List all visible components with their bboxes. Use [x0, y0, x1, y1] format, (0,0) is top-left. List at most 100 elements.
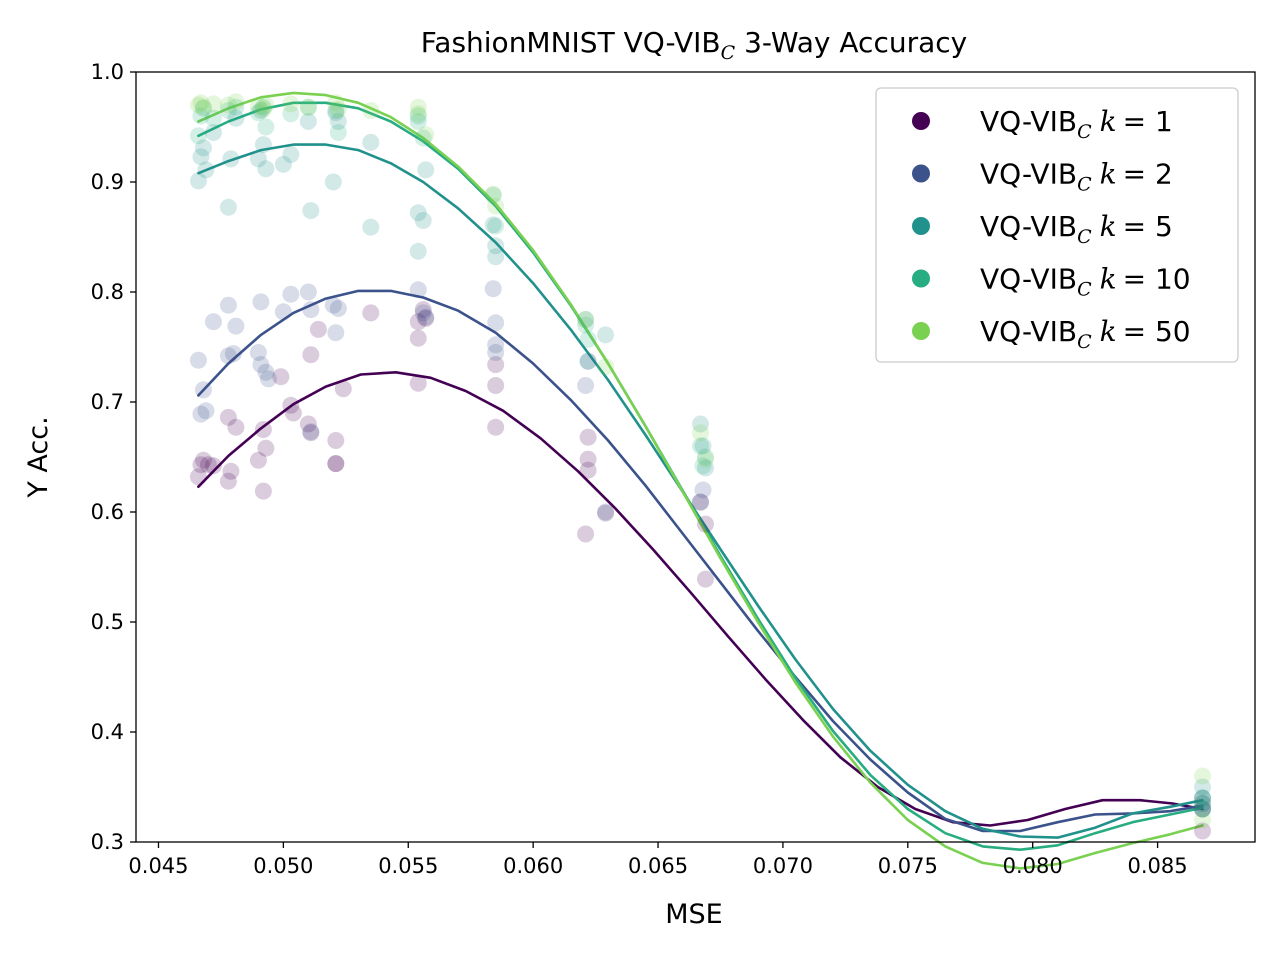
legend-marker-k1	[912, 112, 930, 130]
scatter-point-k5	[192, 148, 210, 166]
scatter-point-k2	[302, 423, 320, 441]
scatter-point-k10	[484, 186, 502, 204]
scatter-point-k2	[252, 356, 270, 374]
scatter-point-k10	[254, 98, 272, 116]
scatter-point-k5	[252, 102, 270, 119]
scatter-point-k5	[487, 248, 505, 266]
scatter-point-k2	[577, 377, 595, 394]
scatter-point-k5	[222, 150, 240, 168]
scatter-point-k2	[249, 344, 267, 361]
scatter-point-k2	[197, 402, 215, 420]
scatter-point-k10	[227, 98, 245, 116]
scatter-point-k1	[579, 461, 597, 479]
scatter-point-k2	[204, 313, 222, 331]
scatter-point-k1	[302, 424, 320, 442]
scatter-point-k5	[691, 415, 709, 433]
scatter-point-k10	[299, 98, 317, 116]
scatter-point-k10	[694, 457, 712, 475]
scatter-point-k10	[1194, 800, 1212, 818]
x-axis-label: MSE	[665, 899, 723, 930]
x-tick-label: 0.080	[1003, 854, 1063, 878]
scatter-point-k1	[487, 377, 505, 394]
scatter-point-k50	[597, 358, 615, 376]
scatter-point-k5	[417, 161, 435, 179]
scatter-point-k1	[204, 457, 222, 475]
scatter-point-k1	[327, 455, 345, 473]
scatter-point-k5	[324, 173, 342, 191]
scatter-point-k5	[409, 204, 427, 222]
x-tick-label: 0.055	[378, 854, 438, 878]
y-tick-label: 0.6	[91, 500, 124, 524]
scatter-point-k5	[362, 218, 380, 236]
y-tick-label: 1.0	[91, 60, 124, 84]
y-tick-label: 0.5	[91, 610, 124, 634]
scatter-point-k1	[579, 450, 597, 468]
scatter-point-k1	[192, 456, 210, 474]
scatter-point-k5	[274, 155, 292, 173]
scatter-point-k2	[487, 314, 505, 332]
scatter-point-k50	[189, 96, 207, 114]
scatter-point-k1	[227, 418, 245, 436]
scatter-points	[189, 93, 1212, 840]
fit-lines	[197, 91, 1204, 870]
scatter-point-k2	[302, 301, 320, 319]
scatter-point-k1	[302, 346, 320, 364]
x-tick-label: 0.075	[878, 854, 938, 878]
scatter-point-k10	[691, 437, 709, 455]
scatter-point-k10	[189, 127, 207, 145]
scatter-point-k2	[484, 280, 502, 298]
scatter-point-k5	[197, 161, 215, 179]
fit-line-k50	[197, 91, 1204, 870]
scatter-point-k50	[577, 311, 595, 328]
scatter-point-k10	[282, 105, 300, 123]
scatter-point-k5	[219, 198, 237, 216]
scatter-point-k1	[282, 396, 300, 414]
scatter-point-k2	[324, 296, 342, 314]
legend: VQ-VIBC k = 1 VQ-VIBC k = 2 VQ-VIBC k = 5 VQ-VIBC…	[875, 87, 1239, 363]
scatter-point-k2	[299, 283, 317, 301]
scatter-point-k1	[327, 455, 345, 473]
scatter-point-k5	[282, 146, 300, 163]
scatter-point-k10	[329, 124, 347, 141]
scatter-point-k5	[1194, 778, 1212, 796]
scatter-point-k50	[362, 102, 380, 119]
scatter-point-k5	[204, 124, 222, 141]
scatter-point-k10	[204, 109, 222, 127]
scatter-point-k50	[194, 98, 212, 116]
scatter-point-k10	[409, 107, 427, 125]
y-axis-label: Y Acc.	[23, 416, 54, 498]
scatter-point-k1	[189, 468, 207, 486]
scatter-point-k1	[487, 418, 505, 436]
legend-label-k50: VQ-VIBC k = 50	[980, 315, 1191, 353]
scatter-point-k50	[484, 185, 502, 203]
scatter-point-k2	[194, 381, 212, 399]
scatter-point-k2	[329, 300, 347, 317]
scatter-point-k50	[227, 93, 245, 111]
scatter-point-k1	[222, 462, 240, 480]
scatter-point-k10	[579, 330, 597, 348]
scatter-point-k1	[257, 439, 275, 457]
scatter-point-k1	[194, 451, 212, 469]
scatter-point-k2	[257, 363, 275, 381]
scatter-point-k1	[1194, 795, 1212, 812]
y-tick-label: 0.8	[91, 280, 124, 304]
x-tick-label: 0.045	[128, 854, 188, 878]
scatter-point-k50	[257, 96, 275, 114]
scatter-point-k50	[204, 95, 222, 113]
x-tick-label: 0.070	[753, 854, 813, 878]
scatter-point-k50	[327, 94, 345, 112]
scatter-point-k50	[417, 126, 435, 144]
scatter-point-k10	[414, 129, 432, 147]
legend-marker-k50	[912, 322, 930, 340]
scatter-point-k2	[417, 308, 435, 326]
scatter-point-k2	[327, 324, 345, 342]
x-tick-label: 0.060	[503, 854, 563, 878]
scatter-point-k5	[227, 109, 245, 127]
scatter-point-k1	[409, 374, 427, 392]
scatter-point-k5	[484, 216, 502, 234]
legend-marker-k10	[912, 269, 930, 288]
scatter-point-k5	[1194, 789, 1212, 807]
scatter-point-k5	[254, 136, 272, 154]
x-tick-label: 0.050	[253, 854, 313, 878]
